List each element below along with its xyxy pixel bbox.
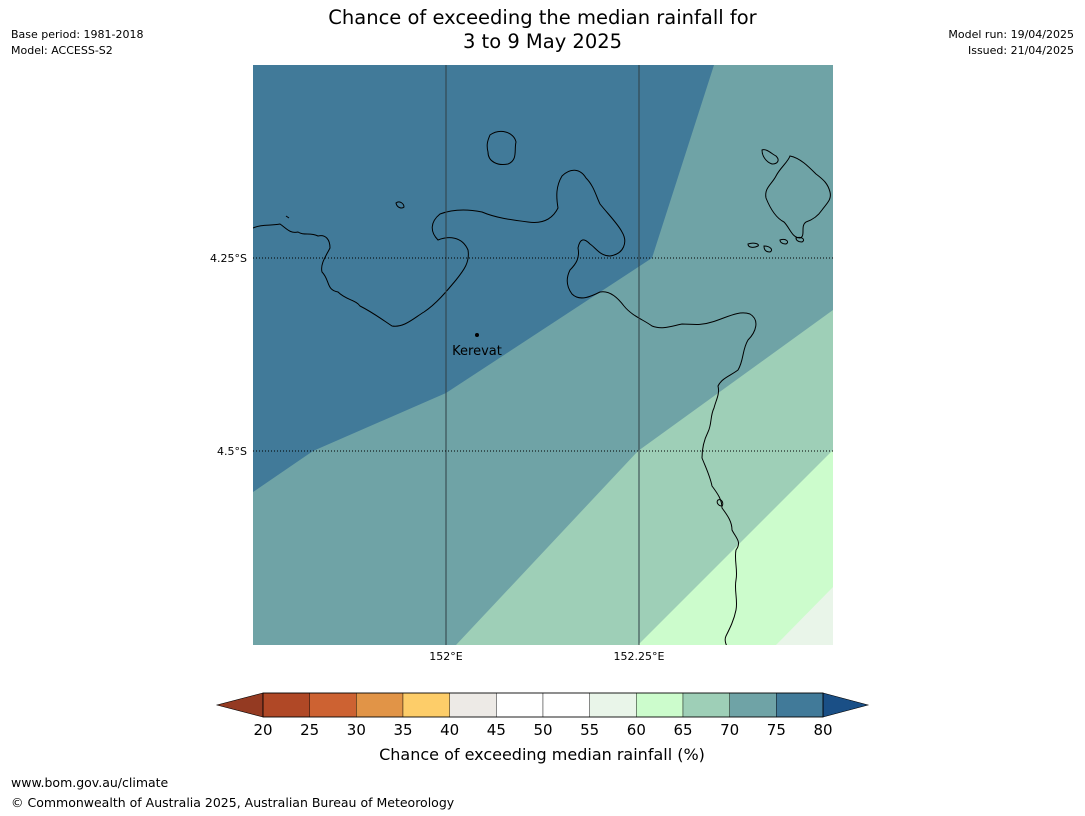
issued-date-text: Issued: 21/04/2025 (967, 44, 1074, 57)
colorbar-segment (636, 692, 684, 718)
copyright-text: © Commonwealth of Australia 2025, Austra… (11, 795, 455, 810)
colorbar-tick-label: 75 (767, 721, 786, 739)
colorbar-tick-label: 50 (533, 721, 552, 739)
colorbar-tick-label: 60 (627, 721, 646, 739)
base-period-text: Base period: 1981-2018 (11, 28, 144, 41)
colorbar-segment (729, 692, 777, 718)
colorbar-tick-label: 30 (347, 721, 366, 739)
colorbar-segment (449, 692, 497, 718)
colorbar-segment (262, 692, 310, 718)
axis-labels: 4.25°S 4.5°S 152°E 152.25°E (210, 252, 664, 663)
colorbar-segment (776, 692, 824, 718)
model-name-text: Model: ACCESS-S2 (11, 44, 113, 57)
probability-regions (253, 65, 833, 645)
region-55-60 (776, 587, 833, 645)
place-marker: Kerevat (452, 333, 502, 359)
coastline (253, 131, 831, 645)
colorbar-segment (682, 692, 730, 718)
colorbar-tick-label: 65 (673, 721, 692, 739)
lon-label-152e: 152°E (429, 650, 462, 663)
colorbar-segment (542, 692, 590, 718)
graticule (253, 65, 833, 645)
colorbar-tick-label: 25 (300, 721, 319, 739)
colorbar-label: Chance of exceeding median rainfall (%) (379, 745, 705, 764)
lat-label-4-5s: 4.5°S (217, 445, 247, 458)
lat-label-4-25s: 4.25°S (210, 252, 247, 265)
colorbar-segment (589, 692, 637, 718)
colorbar-high-extend (822, 692, 870, 718)
run-info: Model run: 19/04/2025 Issued: 21/04/2025 (948, 27, 1074, 59)
model-info: Base period: 1981-2018 Model: ACCESS-S2 (11, 27, 143, 59)
lon-label-152-25e: 152.25°E (614, 650, 665, 663)
colorbar-low-extend (215, 692, 264, 718)
model-run-text: Model run: 19/04/2025 (948, 28, 1074, 41)
colorbar-tick-label: 35 (393, 721, 412, 739)
colorbar-segment (402, 692, 450, 718)
colorbar-tick-label: 20 (253, 721, 272, 739)
website-url: www.bom.gov.au/climate (11, 775, 169, 790)
colorbar: 20 25 30 35 40 45 50 55 60 65 70 75 80 (215, 692, 870, 739)
map-title-line2: 3 to 9 May 2025 (462, 30, 623, 53)
region-75-80 (253, 65, 714, 492)
colorbar-tick-label: 70 (720, 721, 739, 739)
map-title-line1: Chance of exceeding the median rainfall … (328, 6, 757, 29)
kerevat-dot (475, 333, 479, 337)
colorbar-segment (496, 692, 544, 718)
region-60-65 (638, 450, 833, 645)
colorbar-tick-label: 80 (813, 721, 832, 739)
colorbar-outline (262, 692, 824, 718)
map-title: Chance of exceeding the median rainfall … (0, 6, 1085, 54)
colorbar-segment (356, 692, 404, 718)
kerevat-label: Kerevat (452, 344, 502, 359)
colorbar-tick-label: 40 (440, 721, 459, 739)
colorbar-tick-label: 55 (580, 721, 599, 739)
colorbar-segment (309, 692, 357, 718)
colorbar-tick-label: 45 (487, 721, 506, 739)
